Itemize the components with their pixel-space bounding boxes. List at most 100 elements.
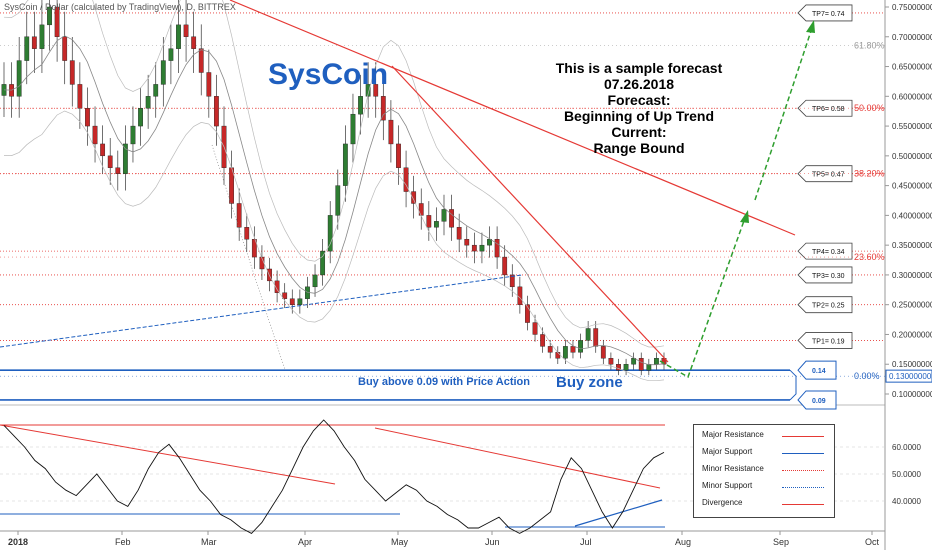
candle-body — [251, 238, 257, 258]
target-tag — [797, 4, 853, 22]
candle-body — [502, 256, 508, 276]
time-tick-label: Apr — [298, 537, 312, 547]
candle-body — [138, 108, 143, 127]
rsi-rising-support — [574, 499, 663, 527]
candle-body — [153, 84, 159, 97]
fib-level-label: 50.00% — [854, 103, 885, 113]
candle-body — [608, 358, 614, 365]
candle-body — [191, 36, 197, 49]
candle-body — [168, 48, 174, 61]
price-tick-label: 0.25000000 — [892, 301, 932, 310]
candle-body — [39, 24, 45, 49]
price-tick-label: 0.60000000 — [892, 92, 932, 101]
zone-tag-label: 0.09 — [812, 398, 826, 405]
rsi-tick-label: 40.0000 — [892, 497, 921, 506]
forecast-line: Beginning of Up Trend — [563, 108, 715, 124]
support-zone-bracket — [789, 369, 797, 401]
time-tick-label: Jun — [485, 537, 500, 547]
legend-item: Minor Support — [702, 481, 826, 493]
candle-body — [562, 346, 568, 359]
candle-body — [646, 364, 652, 371]
candle-body — [525, 304, 530, 323]
minor-resistance-trendline — [391, 65, 669, 363]
candle-body — [517, 286, 523, 305]
bollinger-lower — [3, 110, 665, 382]
candle-body — [107, 155, 113, 168]
candle-body — [631, 358, 637, 365]
time-tick-label: Oct — [865, 537, 880, 547]
major-resistance-trendline — [229, 0, 796, 236]
fib-level-label: 61.80% — [854, 41, 885, 51]
candle-body — [578, 340, 583, 353]
zone-tag-label: 0.14 — [812, 368, 826, 375]
candle-body — [62, 36, 68, 61]
candle-body — [616, 364, 621, 371]
target-tag — [797, 266, 853, 284]
rsi-tick-label: 50.0000 — [892, 470, 921, 479]
candle-body — [456, 227, 462, 240]
price-tick-label: 0.30000000 — [892, 271, 932, 280]
candle-body — [434, 221, 439, 228]
candle-body — [585, 328, 591, 341]
candle-body — [388, 119, 394, 145]
forecast-arrowhead-2 — [806, 20, 815, 33]
legend-label: Minor Resistance — [702, 464, 764, 473]
forecast-line: 07.26.2018 — [603, 76, 675, 92]
price-tick-label: 0.50000000 — [892, 152, 932, 161]
time-tick-label: Feb — [115, 537, 131, 547]
candle-body — [654, 358, 659, 365]
candle-body — [380, 96, 386, 121]
candle-body — [593, 328, 599, 347]
buy-instruction: Buy above 0.09 with Price Action — [358, 376, 530, 388]
candle-body — [327, 215, 333, 252]
candle-body — [92, 125, 98, 145]
candle-body — [403, 167, 409, 192]
target-tag-label: TP6= 0.58 — [812, 106, 845, 113]
forecast-note: This is a sample forecast 07.26.2018 For… — [548, 60, 730, 156]
candle-body — [100, 143, 106, 157]
price-tick-label: 0.35000000 — [892, 241, 932, 250]
candle-body — [487, 238, 492, 246]
price-tick-label: 0.70000000 — [892, 33, 932, 42]
forecast-line: This is a sample forecast — [555, 60, 723, 76]
candle-body — [396, 143, 401, 168]
candle-body — [47, 6, 52, 26]
symbol-header: SysCoin / Dollar (calculated by TradingV… — [4, 2, 236, 12]
target-tag-label: TP4= 0.34 — [812, 249, 845, 256]
rsi-divergence-1 — [0, 424, 336, 485]
candle-body — [183, 24, 189, 37]
candle-body — [160, 60, 166, 85]
candle-body — [77, 84, 83, 109]
forecast-line: Forecast: — [607, 92, 671, 108]
time-tick-label: Sep — [773, 537, 789, 547]
candle-body — [312, 274, 318, 288]
fib-level-label: 0.00% — [854, 371, 880, 381]
candle-body — [214, 96, 219, 127]
candle-body — [600, 346, 606, 359]
target-tag — [797, 332, 853, 349]
price-tick-label: 0.55000000 — [892, 122, 932, 131]
candle-body — [289, 298, 295, 305]
candle-body — [244, 227, 250, 240]
price-tick-label: 0.10000000 — [892, 390, 932, 399]
legend-label: Minor Support — [702, 481, 753, 490]
forecast-line: Current: — [611, 124, 667, 140]
target-tag-label: TP7= 0.74 — [812, 11, 845, 18]
target-tag — [797, 242, 853, 260]
candle-body — [282, 292, 288, 299]
moving-average — [3, 35, 665, 366]
chart-title: SysCoin — [268, 58, 389, 91]
current-price-tag — [885, 369, 932, 383]
forecast-path-2 — [754, 27, 813, 201]
candle-body — [342, 143, 348, 186]
candle-body — [54, 6, 60, 37]
candle-body — [449, 209, 454, 228]
candle-body — [335, 185, 341, 216]
target-tag — [797, 296, 853, 314]
candle-body — [509, 274, 515, 288]
minor-support-trendline — [0, 274, 523, 348]
candle-body — [115, 167, 121, 174]
buy-zone-label: Buy zone — [556, 374, 623, 391]
candle-body — [540, 334, 546, 347]
